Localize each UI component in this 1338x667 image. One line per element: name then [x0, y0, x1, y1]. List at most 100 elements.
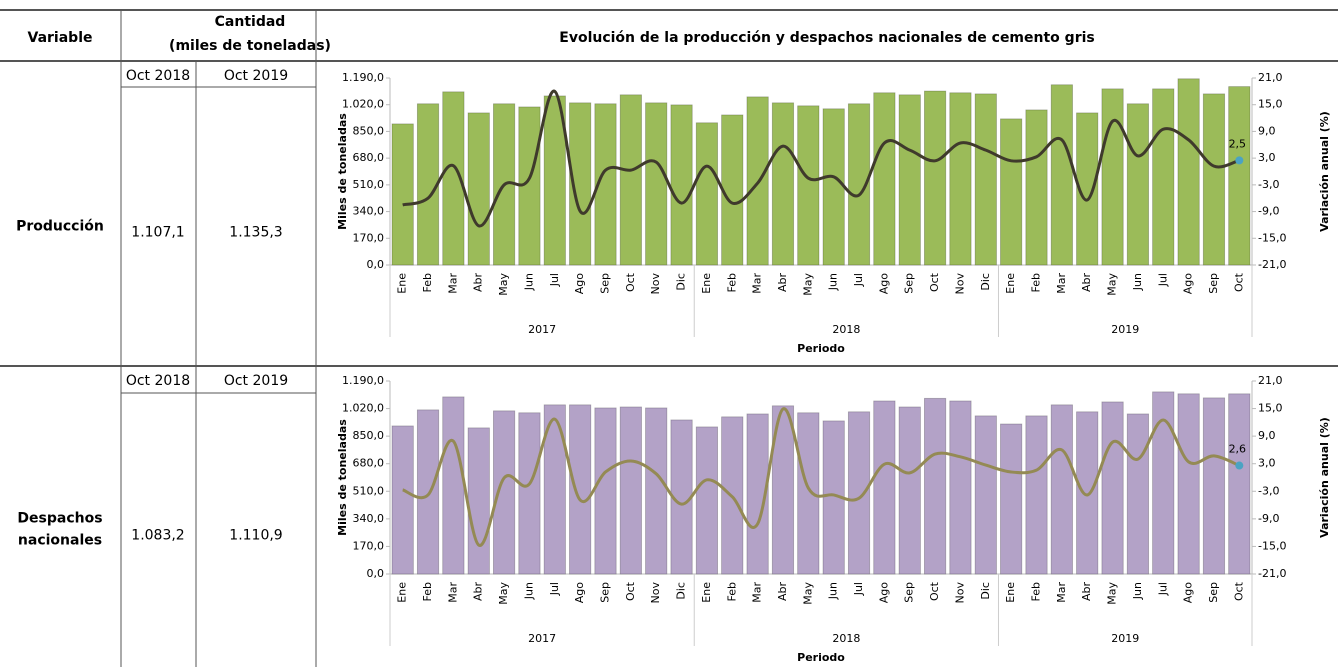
- x-tick-label: Jun: [1131, 582, 1144, 600]
- x-tick-label: Mar: [751, 273, 764, 294]
- x-tick-label: Oct: [928, 581, 941, 601]
- bar: [594, 103, 617, 266]
- y2-tick-label: -3,0: [1258, 484, 1279, 497]
- x-tick-label: Ago: [573, 273, 586, 295]
- x-tick-label: Dic: [675, 273, 688, 291]
- header-variable: Variable: [28, 30, 93, 46]
- bar: [1228, 393, 1251, 575]
- bar: [543, 95, 566, 266]
- x-tick-label: May: [497, 273, 510, 296]
- y-tick-label: 510,0: [353, 178, 385, 191]
- x-tick-label: May: [1106, 582, 1119, 605]
- bar: [1228, 86, 1251, 266]
- bar: [1202, 93, 1226, 266]
- bar: [873, 92, 896, 266]
- x-tick-label: Jul: [548, 273, 561, 287]
- bar: [1177, 393, 1200, 575]
- bar: [1101, 401, 1124, 575]
- bar: [416, 409, 440, 575]
- x-tick-label: Ago: [1182, 273, 1195, 295]
- period-header: Oct 2018: [126, 373, 190, 389]
- bar: [569, 102, 592, 266]
- x-tick-label: Abr: [776, 273, 789, 293]
- bar: [847, 411, 871, 575]
- bar: [1076, 411, 1099, 575]
- variable-name: nacionales: [18, 533, 102, 549]
- y2-axis-title: Variación anual (%): [1318, 417, 1331, 538]
- bar: [721, 114, 744, 266]
- data-label: 2,5: [1229, 137, 1247, 150]
- x-tick-label: Ene: [396, 273, 409, 294]
- bar: [974, 93, 997, 266]
- bar: [594, 407, 617, 575]
- y2-tick-label: 3,0: [1258, 151, 1276, 164]
- bar: [1126, 103, 1149, 266]
- x-tick-label: Mar: [1055, 582, 1068, 603]
- x-tick-label: Sep: [903, 273, 916, 294]
- bar: [771, 405, 795, 575]
- x-tick-label: Jun: [522, 582, 535, 600]
- x-tick-label: Sep: [903, 582, 916, 603]
- header-quantity: Cantidad: [215, 14, 286, 30]
- x-tick-label: Ago: [1182, 582, 1195, 604]
- line: [402, 407, 1240, 547]
- y2-tick-label: 9,0: [1258, 124, 1276, 137]
- x-tick-label: Oct: [1232, 272, 1245, 292]
- bar: [771, 102, 795, 266]
- x-tick-label: Oct: [1232, 581, 1245, 601]
- bar: [1050, 84, 1073, 266]
- x-tick-label: Jul: [1156, 582, 1169, 596]
- y-tick-label: 680,0: [353, 151, 385, 164]
- point-marker: [1235, 461, 1244, 470]
- period-header: Oct 2019: [224, 68, 288, 84]
- bar: [645, 102, 668, 266]
- y-tick-label: 850,0: [353, 429, 385, 442]
- data-label: 2,6: [1229, 443, 1247, 456]
- x-tick-label: Nov: [953, 582, 966, 604]
- x-tick-label: Dic: [979, 582, 992, 600]
- x-tick-label: Ago: [877, 582, 890, 604]
- x-axis-title: Periodo: [797, 651, 845, 664]
- x-tick-label: Jun: [522, 273, 535, 291]
- y2-tick-label: 3,0: [1258, 457, 1276, 470]
- y-tick-label: 0,0: [367, 567, 385, 580]
- x-tick-label: Jul: [1156, 273, 1169, 287]
- bar: [543, 404, 566, 575]
- bar: [619, 406, 642, 575]
- x-tick-label: Sep: [599, 273, 612, 294]
- bar: [1177, 78, 1200, 266]
- bar: [391, 123, 414, 266]
- x-tick-label: Jul: [852, 273, 865, 287]
- y-axis-title: Miles de toneladas: [336, 419, 349, 536]
- bar: [924, 397, 947, 575]
- header-quantity-unit: (miles de toneladas): [169, 38, 331, 54]
- amount: 1.135,3: [229, 225, 282, 241]
- bar: [1050, 404, 1073, 575]
- y2-tick-label: -21,0: [1258, 258, 1286, 271]
- amount: 1.110,9: [229, 528, 282, 544]
- y2-tick-label: 15,0: [1258, 402, 1283, 415]
- x-tick-label: Jun: [827, 273, 840, 291]
- y-tick-label: 850,0: [353, 124, 385, 137]
- chart-title: Evolución de la producción y despachos n…: [559, 30, 1094, 46]
- x-tick-label: Mar: [446, 273, 459, 294]
- bar: [619, 94, 642, 266]
- bar: [645, 407, 668, 575]
- bar: [391, 425, 414, 575]
- group-label: 2019: [1111, 632, 1139, 645]
- table-grid: [0, 9, 1338, 667]
- y-tick-label: 340,0: [353, 512, 385, 525]
- x-tick-label: Dic: [675, 582, 688, 600]
- x-tick-label: Abr: [472, 273, 485, 293]
- bar: [924, 90, 947, 266]
- y2-tick-label: 21,0: [1258, 374, 1283, 387]
- bar: [898, 94, 921, 266]
- period-header: Oct 2019: [224, 373, 288, 389]
- x-tick-label: Oct: [624, 581, 637, 601]
- y-axis-title: Miles de toneladas: [336, 113, 349, 230]
- y-tick-label: 1.190,0: [342, 374, 384, 387]
- bar: [974, 415, 997, 575]
- y2-tick-label: -15,0: [1258, 231, 1286, 244]
- y-tick-label: 170,0: [353, 539, 385, 552]
- x-tick-label: Abr: [1080, 582, 1093, 602]
